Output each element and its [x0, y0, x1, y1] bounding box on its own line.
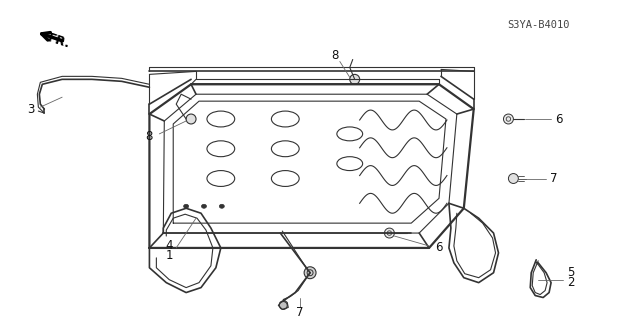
Text: 2: 2 [567, 276, 575, 289]
Text: 7: 7 [550, 172, 558, 185]
Ellipse shape [220, 204, 224, 208]
Text: 3: 3 [27, 103, 34, 116]
Ellipse shape [202, 204, 207, 208]
Circle shape [186, 114, 196, 124]
Text: 1: 1 [166, 249, 173, 262]
Circle shape [508, 173, 518, 183]
Text: 8: 8 [146, 130, 153, 143]
Text: 6: 6 [435, 241, 443, 254]
Text: 6: 6 [556, 113, 563, 125]
Text: 7: 7 [296, 306, 304, 319]
Text: S3YA-B4010: S3YA-B4010 [507, 20, 570, 30]
Circle shape [279, 301, 287, 309]
Circle shape [304, 267, 316, 279]
Circle shape [349, 74, 360, 84]
Text: 5: 5 [567, 266, 575, 279]
Text: FR.: FR. [46, 31, 72, 51]
Circle shape [385, 228, 394, 238]
Circle shape [504, 114, 513, 124]
Text: 4: 4 [166, 239, 173, 252]
Ellipse shape [184, 204, 189, 208]
Text: 8: 8 [331, 49, 339, 62]
